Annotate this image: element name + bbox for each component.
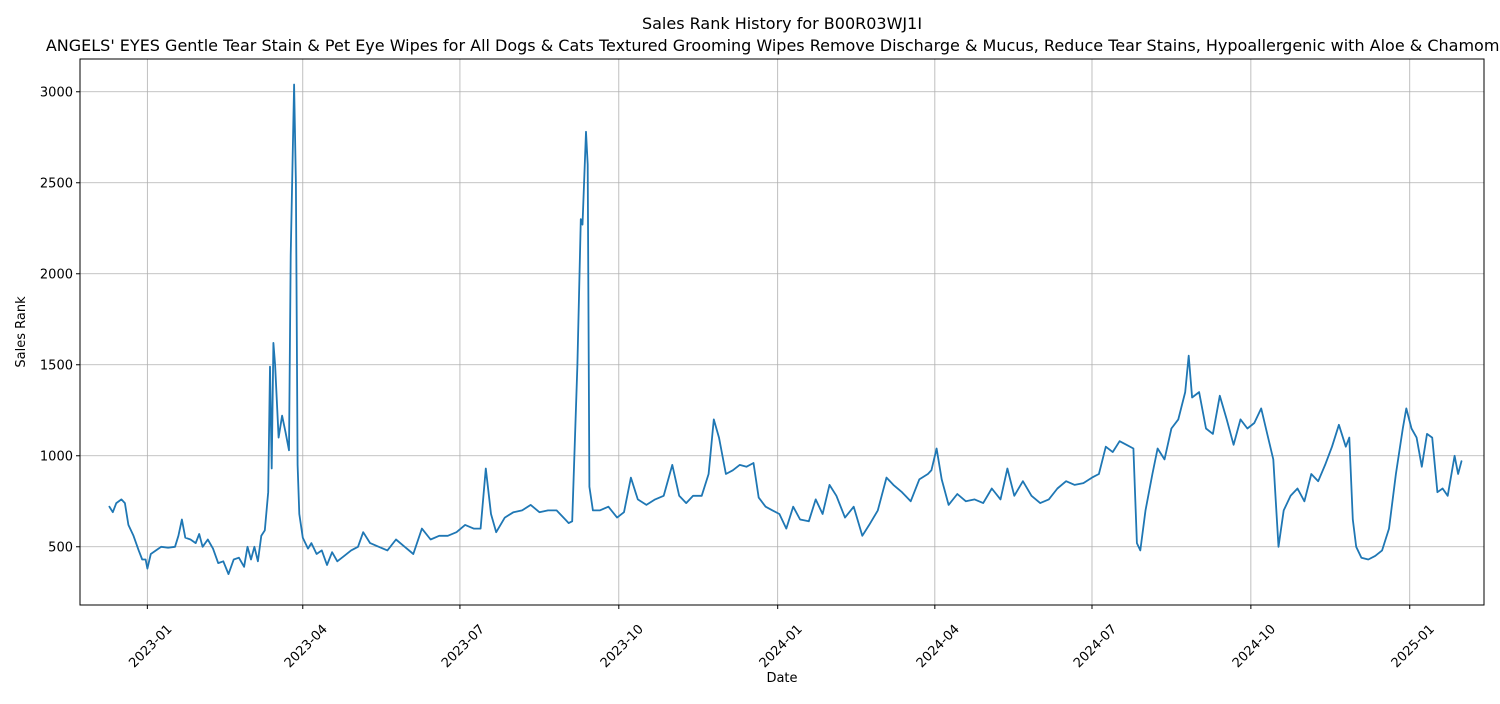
y-tick-label: 3000: [40, 85, 73, 100]
y-axis-label: Sales Rank: [14, 296, 29, 368]
x-tick-label: 2024-04: [914, 622, 963, 671]
y-tick-label: 2500: [40, 176, 73, 191]
y-tick-label: 1000: [40, 449, 73, 464]
x-axis-label: Date: [766, 671, 797, 686]
grid: [80, 59, 1484, 605]
x-tick-label: 2023-10: [598, 622, 647, 671]
x-tick-label: 2024-01: [757, 622, 806, 671]
series-layer: [108, 83, 1463, 575]
x-tick-label: 2024-10: [1230, 622, 1279, 671]
x-tick-label: 2023-07: [439, 622, 488, 671]
y-tick-label: 1500: [40, 358, 73, 373]
x-tick-label: 2025-01: [1389, 622, 1438, 671]
plot-frame: [79, 58, 1485, 606]
chart-subtitle: ANGELS' EYES Gentle Tear Stain & Pet Eye…: [46, 36, 1500, 55]
y-tick-label: 2000: [40, 267, 73, 282]
x-tick-label: 2024-07: [1071, 622, 1120, 671]
y-tick-label: 500: [48, 540, 73, 555]
x-tick-label: 2023-01: [126, 622, 175, 671]
sales-rank-line: [108, 83, 1463, 575]
chart-title: Sales Rank History for B00R03WJ1I: [642, 14, 922, 33]
axes: 500 1000 1500 2000 2500 3000 2023-01 2023-04 202…: [40, 85, 1438, 671]
x-tick-label: 2023-04: [282, 622, 331, 671]
